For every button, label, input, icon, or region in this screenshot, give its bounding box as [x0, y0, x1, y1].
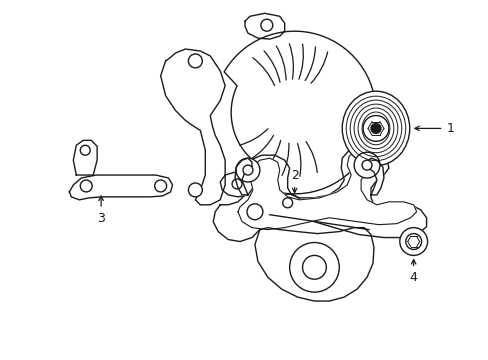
Polygon shape [224, 31, 375, 194]
Ellipse shape [342, 91, 409, 166]
Circle shape [289, 243, 339, 292]
Text: 4: 4 [409, 260, 417, 284]
Circle shape [188, 183, 202, 197]
Circle shape [188, 54, 202, 68]
Polygon shape [244, 13, 284, 39]
Circle shape [399, 228, 427, 255]
Circle shape [232, 179, 242, 189]
Circle shape [282, 198, 292, 208]
Polygon shape [274, 194, 301, 214]
Polygon shape [366, 158, 383, 195]
Polygon shape [235, 158, 251, 195]
Text: 2: 2 [290, 169, 298, 193]
Circle shape [246, 204, 263, 220]
Circle shape [353, 152, 379, 178]
Circle shape [362, 116, 388, 141]
Circle shape [260, 19, 272, 31]
Polygon shape [220, 172, 252, 197]
Circle shape [361, 160, 371, 170]
Circle shape [243, 165, 252, 175]
Polygon shape [73, 140, 97, 175]
Circle shape [405, 234, 421, 249]
Circle shape [154, 180, 166, 192]
Circle shape [370, 123, 380, 133]
Polygon shape [161, 49, 224, 205]
Polygon shape [213, 145, 426, 242]
Circle shape [80, 145, 90, 155]
Text: 3: 3 [97, 196, 105, 225]
Circle shape [236, 158, 259, 182]
Circle shape [302, 255, 325, 279]
Polygon shape [254, 228, 373, 301]
Polygon shape [69, 175, 172, 200]
Polygon shape [238, 150, 416, 230]
Text: 1: 1 [414, 122, 453, 135]
Circle shape [80, 180, 92, 192]
